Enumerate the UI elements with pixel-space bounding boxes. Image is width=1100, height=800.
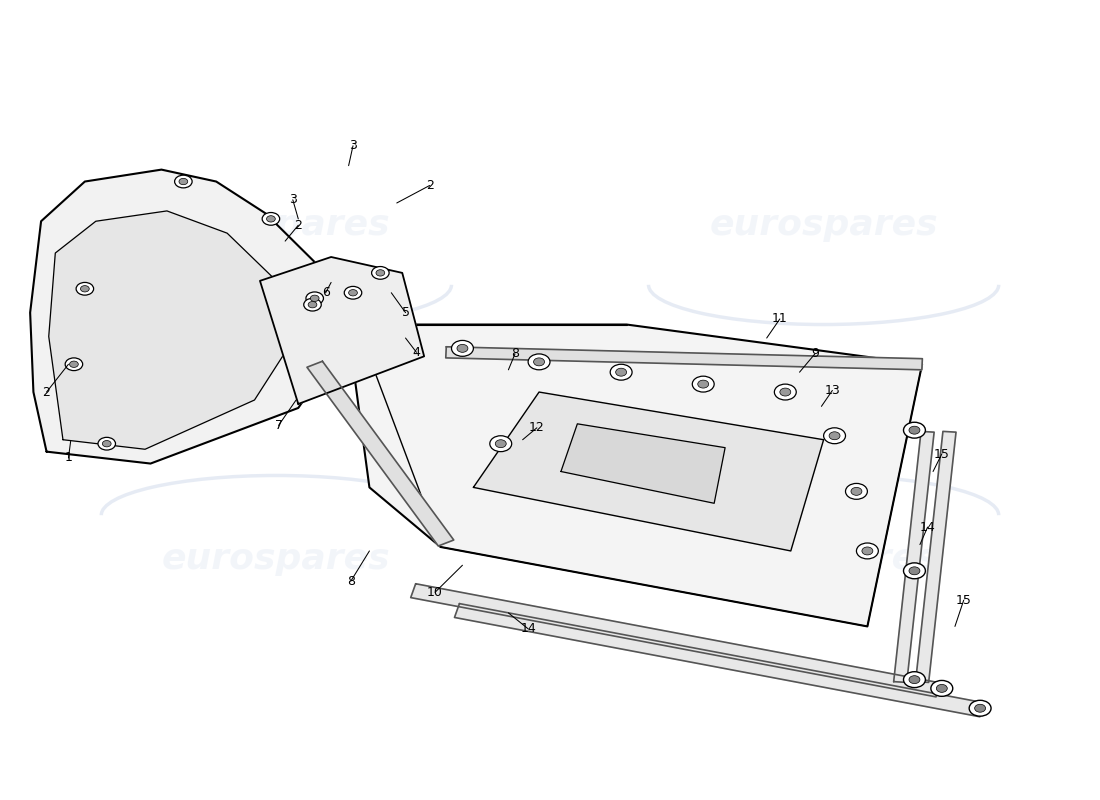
Circle shape (931, 681, 953, 696)
Circle shape (909, 676, 920, 684)
Circle shape (306, 292, 323, 305)
Text: eurospares: eurospares (162, 208, 390, 242)
Text: 12: 12 (529, 422, 544, 434)
Circle shape (372, 266, 389, 279)
Text: 10: 10 (427, 586, 443, 598)
Text: 14: 14 (920, 521, 935, 534)
Circle shape (65, 358, 82, 370)
Circle shape (304, 298, 321, 311)
Text: 7: 7 (275, 419, 283, 432)
Circle shape (903, 422, 925, 438)
Circle shape (179, 178, 188, 185)
Circle shape (69, 361, 78, 367)
Text: 15: 15 (956, 594, 971, 606)
Polygon shape (410, 584, 940, 697)
Circle shape (262, 213, 279, 226)
Text: 8: 8 (346, 574, 355, 588)
Text: 3: 3 (349, 139, 356, 152)
Circle shape (903, 563, 925, 578)
Circle shape (616, 368, 627, 376)
Text: 1: 1 (65, 451, 73, 465)
Circle shape (344, 286, 362, 299)
Text: 3: 3 (289, 194, 297, 206)
Circle shape (909, 567, 920, 574)
Circle shape (857, 543, 878, 559)
Circle shape (969, 700, 991, 716)
Text: 8: 8 (512, 347, 519, 361)
Circle shape (851, 487, 862, 495)
Text: 2: 2 (295, 218, 302, 232)
Circle shape (697, 380, 708, 388)
Circle shape (495, 440, 506, 448)
Polygon shape (48, 211, 293, 450)
Circle shape (909, 426, 920, 434)
Circle shape (80, 286, 89, 292)
Text: eurospares: eurospares (710, 208, 938, 242)
Circle shape (490, 436, 512, 452)
Circle shape (451, 341, 473, 356)
Polygon shape (446, 346, 923, 370)
Polygon shape (454, 604, 984, 717)
Text: 13: 13 (825, 384, 840, 397)
Circle shape (456, 344, 468, 352)
Text: 5: 5 (402, 306, 409, 319)
Polygon shape (473, 392, 824, 551)
Circle shape (936, 685, 947, 692)
Text: 6: 6 (321, 286, 330, 299)
Text: 2: 2 (426, 179, 433, 192)
Polygon shape (561, 424, 725, 503)
Circle shape (349, 290, 358, 296)
Circle shape (528, 354, 550, 370)
Text: eurospares: eurospares (162, 542, 390, 576)
Circle shape (692, 376, 714, 392)
Polygon shape (348, 325, 922, 626)
Text: 15: 15 (934, 447, 949, 461)
Polygon shape (30, 170, 342, 463)
Circle shape (310, 295, 319, 302)
Circle shape (98, 438, 116, 450)
Circle shape (862, 547, 873, 555)
Text: 4: 4 (412, 346, 420, 359)
Text: 14: 14 (520, 622, 536, 635)
Circle shape (824, 428, 846, 444)
Text: 9: 9 (811, 347, 818, 361)
Circle shape (780, 388, 791, 396)
Circle shape (534, 358, 544, 366)
Text: 2: 2 (43, 386, 51, 398)
Circle shape (76, 282, 94, 295)
Polygon shape (893, 431, 934, 682)
Circle shape (975, 704, 986, 712)
Circle shape (308, 302, 317, 308)
Polygon shape (260, 257, 425, 404)
Circle shape (846, 483, 868, 499)
Text: 11: 11 (772, 313, 788, 326)
Circle shape (829, 432, 840, 440)
Circle shape (102, 441, 111, 447)
Circle shape (610, 364, 632, 380)
Circle shape (903, 672, 925, 687)
Circle shape (175, 175, 192, 188)
Polygon shape (915, 431, 956, 682)
Polygon shape (307, 362, 454, 546)
Circle shape (376, 270, 385, 276)
Circle shape (774, 384, 796, 400)
Circle shape (266, 216, 275, 222)
Text: eurospares: eurospares (710, 542, 938, 576)
